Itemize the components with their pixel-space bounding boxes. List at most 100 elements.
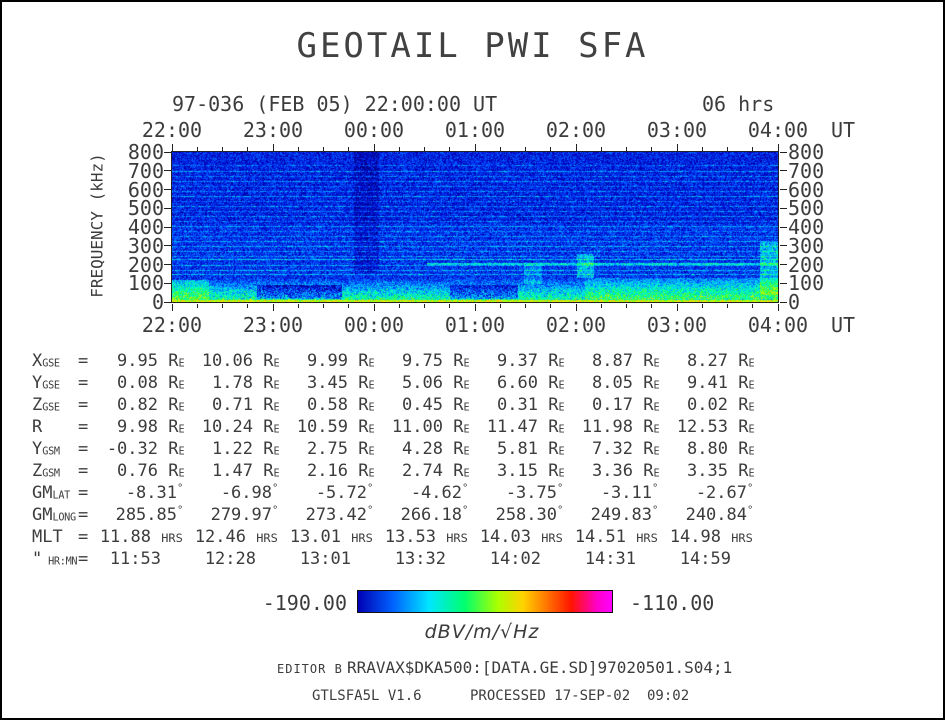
ephemeris-row-label: GMLONG [32, 505, 76, 525]
axis-tick [550, 304, 552, 308]
value-unit: ° [652, 504, 659, 517]
axis-tick [398, 304, 400, 308]
axis-tick [272, 144, 274, 151]
page-title: GEOTAIL PWI SFA [296, 26, 649, 66]
ephemeris-value: 285.85 ° [94, 504, 187, 526]
value-unit: RE [348, 373, 375, 393]
ephemeris-value: -5.72 ° [282, 482, 377, 504]
value-unit [636, 548, 662, 570]
time-axis-top-unit-label: UT [830, 118, 856, 142]
equals-sign: = [78, 527, 89, 547]
value-number: -0.32 [106, 439, 158, 459]
value-number: 10.24 [201, 417, 253, 437]
value-number: 11.00 [391, 417, 443, 437]
ephemeris-value: 9.99 RE [282, 350, 377, 372]
ephemeris-row: YGSM = -0.32 RE 1.22 RE 2.75 RE 4.28 RE 5.81 R… [32, 438, 757, 460]
ephemeris-value: 1.78 RE [187, 372, 282, 394]
value-number: 6.60 [497, 373, 538, 393]
freq-tick-label-left: 100 [127, 271, 164, 296]
value-unit: RE [538, 395, 565, 415]
axis-tick [525, 147, 526, 151]
axis-tick [780, 151, 787, 153]
value-unit: ° [747, 504, 754, 517]
axis-tick [780, 207, 787, 209]
value-unit: RE [443, 417, 470, 437]
axis-tick [780, 245, 787, 247]
ephemeris-value: 4.28 RE [377, 438, 472, 460]
value-number: 8.80 [687, 439, 728, 459]
ephemeris-value: 12.53 RE [662, 416, 757, 438]
ephemeris-value: 13.53 HRS [377, 526, 472, 548]
value-unit: ° [557, 504, 564, 517]
ephemeris-value: -2.67 ° [662, 482, 757, 504]
spectrogram-canvas [172, 152, 778, 302]
axis-tick [164, 207, 171, 209]
axis-tick [164, 282, 171, 284]
value-number: 258.30 [495, 505, 557, 525]
axis-tick [780, 189, 787, 190]
ephemeris-value: 10.59 RE [282, 416, 377, 438]
axis-tick [424, 147, 425, 151]
ephemeris-value: -6.98 ° [187, 482, 282, 504]
axis-tick [449, 147, 451, 151]
ephemeris-value: 9.41 RE [662, 372, 757, 394]
value-number: 7.32 [592, 439, 633, 459]
ephemeris-value: 13:01 [282, 548, 377, 570]
value-unit [351, 548, 377, 570]
time-axis-bottom-tick-label: 23:00 [242, 313, 304, 337]
value-unit: RE [633, 417, 660, 437]
value-unit: RE [348, 417, 375, 437]
ephemeris-value: 1.47 RE [187, 460, 282, 482]
value-unit: RE [253, 461, 280, 481]
ephemeris-value: 1.22 RE [187, 438, 282, 460]
ephemeris-value: 3.35 RE [662, 460, 757, 482]
axis-tick [701, 304, 703, 308]
ephemeris-value: 3.15 RE [472, 460, 567, 482]
value-number: 11.98 [581, 417, 633, 437]
colorbar-units-label: dBV/m/√Hz [424, 621, 540, 643]
ephemeris-value: 5.81 RE [472, 438, 567, 460]
ephemeris-value: 10.24 RE [187, 416, 282, 438]
axis-tick [575, 144, 577, 151]
value-number: -3.11 [600, 483, 652, 503]
value-number: 0.71 [212, 395, 253, 415]
ephemeris-row: XGSE = 9.95 RE 10.06 RE 9.99 RE 9.75 RE 9.37 R… [32, 350, 757, 372]
axis-tick [164, 151, 171, 153]
value-number: 14.51 [574, 527, 626, 547]
value-unit: HRS [351, 531, 373, 545]
value-number: 9.95 [117, 351, 158, 371]
value-unit: ° [652, 482, 659, 495]
value-number: 0.58 [307, 395, 348, 415]
axis-tick [474, 144, 476, 151]
ephemeris-value: 0.31 RE [472, 394, 567, 416]
freq-tick-label-right: 0 [788, 290, 801, 314]
value-unit [541, 548, 567, 570]
value-unit: HRS [256, 531, 278, 545]
axis-tick [780, 226, 787, 228]
ephemeris-value: 0.45 RE [377, 394, 472, 416]
ephemeris-value: 8.80 RE [662, 438, 757, 460]
spectrogram-frame [171, 151, 779, 303]
axis-tick [272, 304, 274, 311]
ephemeris-value: 9.75 RE [377, 350, 472, 372]
axis-tick [727, 147, 728, 151]
axis-tick [222, 147, 223, 151]
value-unit: RE [253, 439, 280, 459]
value-number: 8.87 [592, 351, 633, 371]
start-time-label: 97-036 (FEB 05) 22:00:00 UT [172, 92, 498, 116]
duration-label: 06 hrs [702, 92, 775, 116]
ephemeris-value: 240.84 ° [662, 504, 757, 526]
ephemeris-row: GMLONG = 285.85 ° 279.97 ° 273.42 ° 266.18 ° 258.3… [32, 504, 757, 526]
freq-tick-label-right: 200 [788, 252, 825, 277]
value-number: 240.84 [685, 505, 747, 525]
ephemeris-value: 0.58 RE [282, 394, 377, 416]
value-number: 3.45 [307, 373, 348, 393]
ephemeris-value: 11:53 [94, 548, 187, 570]
ephemeris-value: 11.00 RE [377, 416, 472, 438]
colorbar-max-label: -110.00 [630, 591, 715, 615]
axis-tick [424, 304, 425, 308]
value-number: 249.83 [590, 505, 652, 525]
value-unit: RE [158, 373, 185, 393]
value-number: 279.97 [210, 505, 272, 525]
equals-sign: = [78, 461, 89, 481]
